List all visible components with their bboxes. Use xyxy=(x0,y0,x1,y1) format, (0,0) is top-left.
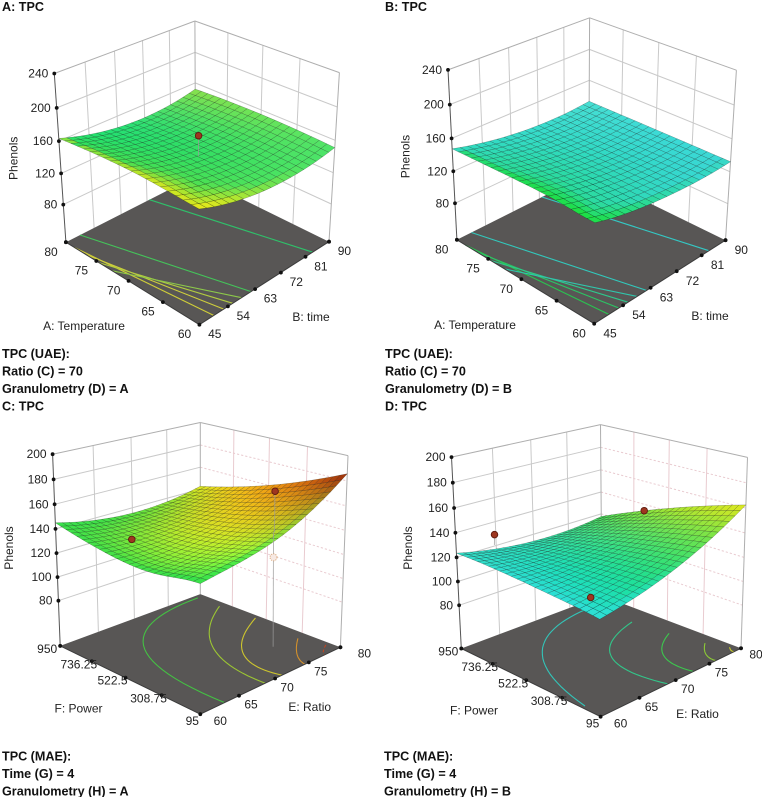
svg-text:Phenols: Phenols xyxy=(401,526,415,569)
svg-text:75: 75 xyxy=(466,262,480,276)
svg-text:75: 75 xyxy=(75,264,89,278)
svg-text:80: 80 xyxy=(358,646,372,660)
svg-text:Time (G) = 4: Time (G) = 4 xyxy=(2,767,74,781)
svg-text:45: 45 xyxy=(603,326,617,340)
svg-text:240: 240 xyxy=(422,63,442,77)
svg-text:950: 950 xyxy=(37,642,57,656)
svg-text:TPC (MAE):: TPC (MAE): xyxy=(2,750,71,764)
svg-text:120: 120 xyxy=(427,164,447,178)
svg-text:D: TPC: D: TPC xyxy=(385,400,427,414)
svg-text:Granulometry (D) = A: Granulometry (D) = A xyxy=(2,382,129,396)
svg-text:180: 180 xyxy=(427,476,447,490)
svg-text:75: 75 xyxy=(314,664,328,678)
svg-text:80: 80 xyxy=(436,196,450,210)
svg-text:80: 80 xyxy=(44,245,58,259)
svg-text:72: 72 xyxy=(290,275,304,289)
svg-text:B: time: B: time xyxy=(691,309,729,323)
svg-text:65: 65 xyxy=(141,305,155,319)
svg-text:A: Temperature: A: Temperature xyxy=(43,319,125,333)
svg-text:950: 950 xyxy=(438,645,458,659)
svg-text:70: 70 xyxy=(107,284,121,298)
svg-text:200: 200 xyxy=(424,98,444,112)
svg-text:E: Ratio: E: Ratio xyxy=(676,707,719,721)
svg-text:140: 140 xyxy=(429,526,449,540)
svg-text:TPC (MAE):: TPC (MAE): xyxy=(384,750,453,764)
svg-text:80: 80 xyxy=(440,598,454,612)
svg-text:81: 81 xyxy=(314,259,328,273)
svg-text:B: time: B: time xyxy=(292,310,330,324)
svg-text:736.25: 736.25 xyxy=(461,660,498,674)
svg-text:160: 160 xyxy=(29,497,49,511)
svg-text:160: 160 xyxy=(33,134,53,148)
svg-text:522.5: 522.5 xyxy=(498,676,528,690)
svg-text:A: TPC: A: TPC xyxy=(2,0,44,14)
svg-text:140: 140 xyxy=(29,522,49,536)
svg-text:160: 160 xyxy=(428,501,448,515)
svg-text:90: 90 xyxy=(735,243,749,257)
svg-text:95: 95 xyxy=(186,714,200,728)
svg-text:54: 54 xyxy=(632,308,646,322)
svg-text:54: 54 xyxy=(237,309,251,323)
svg-text:Phenols: Phenols xyxy=(7,137,21,180)
svg-text:Time (G) = 4: Time (G) = 4 xyxy=(384,767,456,781)
svg-text:120: 120 xyxy=(35,166,55,180)
svg-text:65: 65 xyxy=(535,303,549,317)
svg-text:120: 120 xyxy=(431,550,451,564)
svg-text:80: 80 xyxy=(749,647,762,661)
svg-text:70: 70 xyxy=(280,681,294,695)
svg-text:80: 80 xyxy=(44,198,58,212)
svg-text:Granulometry (H) = B: Granulometry (H) = B xyxy=(384,785,511,798)
svg-text:90: 90 xyxy=(338,244,352,258)
svg-text:180: 180 xyxy=(28,472,48,486)
svg-text:Granulometry (D) = B: Granulometry (D) = B xyxy=(385,382,512,396)
svg-text:80: 80 xyxy=(39,594,53,608)
svg-text:TPC (UAE):: TPC (UAE): xyxy=(2,347,70,361)
svg-text:308.75: 308.75 xyxy=(130,691,167,705)
svg-text:A: Temperature: A: Temperature xyxy=(434,318,516,332)
svg-text:TPC (UAE):: TPC (UAE): xyxy=(385,347,453,361)
svg-text:75: 75 xyxy=(715,666,729,680)
svg-text:Phenols: Phenols xyxy=(2,526,16,569)
svg-text:81: 81 xyxy=(711,258,725,272)
svg-text:240: 240 xyxy=(28,67,48,81)
svg-text:522.5: 522.5 xyxy=(97,674,127,688)
svg-text:100: 100 xyxy=(432,575,452,589)
svg-text:70: 70 xyxy=(681,682,695,696)
svg-text:95: 95 xyxy=(586,717,600,731)
svg-text:Granulometry (H) = A: Granulometry (H) = A xyxy=(2,785,129,798)
svg-text:736.25: 736.25 xyxy=(60,657,97,671)
svg-text:200: 200 xyxy=(31,101,51,115)
svg-text:70: 70 xyxy=(500,282,514,296)
svg-text:C: TPC: C: TPC xyxy=(2,400,44,414)
svg-text:E: Ratio: E: Ratio xyxy=(288,700,331,714)
svg-text:60: 60 xyxy=(614,717,628,731)
svg-text:F: Power: F: Power xyxy=(54,702,102,716)
svg-text:72: 72 xyxy=(686,274,700,288)
svg-text:200: 200 xyxy=(425,450,445,464)
svg-text:Ratio (C) = 70: Ratio (C) = 70 xyxy=(2,365,83,379)
svg-text:200: 200 xyxy=(27,447,47,461)
svg-text:63: 63 xyxy=(264,292,278,306)
svg-text:F: Power: F: Power xyxy=(450,704,498,718)
svg-text:160: 160 xyxy=(426,131,446,145)
svg-text:65: 65 xyxy=(244,698,258,712)
svg-text:65: 65 xyxy=(645,700,659,714)
svg-text:100: 100 xyxy=(31,570,51,584)
svg-text:60: 60 xyxy=(214,714,228,728)
svg-text:63: 63 xyxy=(660,291,674,305)
svg-text:B: TPC: B: TPC xyxy=(385,0,427,14)
svg-text:Ratio (C) = 70: Ratio (C) = 70 xyxy=(385,365,466,379)
svg-text:80: 80 xyxy=(435,242,449,256)
svg-text:60: 60 xyxy=(178,327,192,341)
svg-text:45: 45 xyxy=(208,327,222,341)
svg-text:308.75: 308.75 xyxy=(531,694,568,708)
svg-text:60: 60 xyxy=(572,326,586,340)
svg-text:120: 120 xyxy=(30,546,50,560)
svg-text:Phenols: Phenols xyxy=(399,135,413,178)
